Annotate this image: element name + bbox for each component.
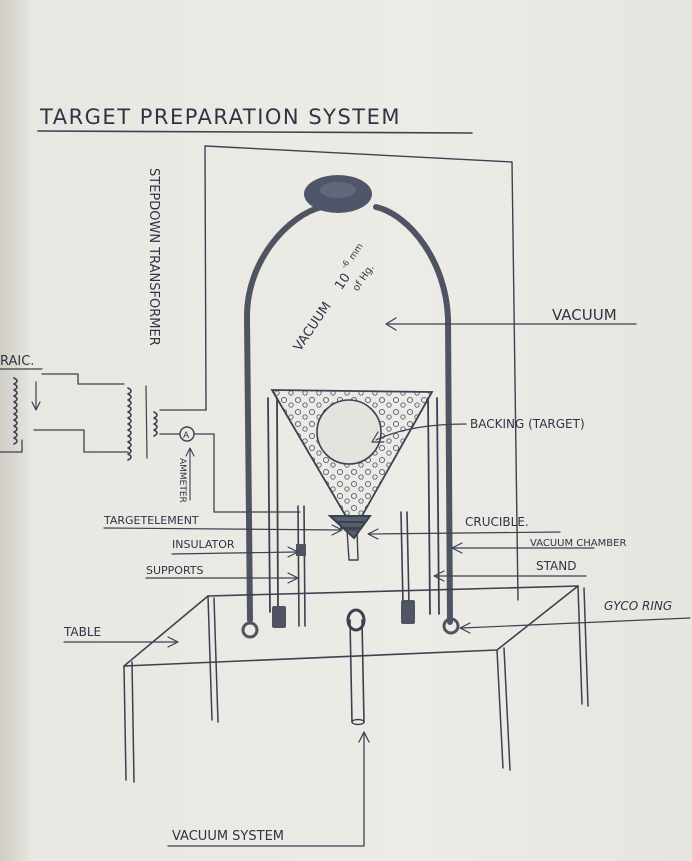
insulator-leader — [171, 551, 297, 555]
stand-label: STAND — [536, 559, 576, 573]
crucible-base — [346, 529, 359, 561]
target-element-arrowhead — [331, 524, 343, 536]
svg-text:of Hg.: of Hg. — [351, 263, 377, 294]
gyco-ring-arrowhead — [459, 622, 471, 634]
gyco-ring-leader — [461, 617, 691, 629]
backing-arrowhead — [371, 431, 385, 443]
vacuum-pipe-bottom — [351, 718, 365, 726]
transformer-coil-secondary — [153, 411, 158, 437]
crucible-arrowhead — [367, 528, 379, 540]
bell-jar — [243, 204, 453, 625]
ammeter-pointer-head — [185, 447, 195, 457]
vacuum-pipe-top — [346, 608, 366, 632]
gyco-ring-label: GYCO RING — [604, 599, 672, 613]
backing-leader — [375, 423, 467, 441]
stand-left-inner — [276, 397, 279, 613]
wire-ammeter-electrode — [193, 433, 301, 513]
backing-label: BACKING (TARGET) — [470, 417, 585, 431]
insulator-arrowhead — [287, 546, 299, 558]
support-rod-right-b — [406, 511, 410, 605]
transformer-core — [145, 385, 148, 459]
transformer-label: STEPDOWN TRANSFORMER — [146, 168, 161, 346]
svg-text:10: 10 — [332, 271, 354, 293]
vacuum-pressure-label: VACUUM 10 -6 mm of Hg. — [291, 242, 377, 354]
ammeter-label: AMMETER — [177, 458, 187, 503]
target-element-label: TARGETELEMENT — [103, 514, 199, 527]
svg-text:-6: -6 — [339, 259, 351, 271]
stand-right-inner — [436, 397, 440, 615]
page-binding-edge — [0, 0, 28, 861]
table-legs — [123, 585, 589, 783]
support-base-right — [401, 600, 415, 624]
vacuum-chamber-arrowhead — [451, 542, 463, 554]
vacuum-system-leader — [167, 733, 365, 847]
wire-variac-bottom — [33, 429, 129, 453]
gyco-ring-right — [442, 617, 460, 635]
ammeter-symbol: A — [183, 431, 190, 441]
target-element-leader — [103, 527, 341, 531]
insulator-label: INSULATOR — [172, 538, 235, 551]
table-label: TABLE — [63, 625, 101, 639]
bell-jar-knob-highlight — [320, 182, 356, 198]
svg-text:mm: mm — [348, 242, 366, 262]
crucible-label: CRUCIBLE. — [465, 515, 529, 529]
variac-coil — [13, 377, 18, 445]
insulator-block-left — [296, 544, 306, 556]
variac-label: RAIC. — [0, 354, 34, 369]
title-underline — [37, 130, 473, 134]
wire-variac-top — [41, 373, 125, 385]
vacuum-system-label: VACUUM SYSTEM — [172, 829, 284, 844]
svg-text:VACUUM: VACUUM — [291, 299, 335, 354]
vacuum-arrowhead — [385, 317, 397, 331]
ammeter — [179, 426, 195, 442]
stand-left-outer — [267, 397, 271, 613]
vacuum-pipe — [349, 619, 365, 723]
vacuum-label: VACUUM — [552, 306, 617, 324]
support-rod-right-a — [400, 511, 404, 605]
wire-variac-base — [0, 439, 23, 453]
crucible — [327, 515, 372, 540]
transformer-coil-primary — [127, 387, 132, 461]
gyco-ring-left — [241, 621, 259, 639]
diagram-title: TARGET PREPARATION SYSTEM — [39, 105, 401, 129]
outer-frame — [204, 145, 519, 601]
table-arrowhead — [167, 636, 179, 648]
target-backing-disc — [316, 399, 382, 465]
stand-arrowhead — [433, 570, 445, 582]
crucible-leader — [369, 531, 561, 535]
stand-right-outer — [427, 397, 431, 615]
vacuum-chamber-label: VACUUM CHAMBER — [530, 538, 626, 549]
support-rod-left-b — [303, 505, 306, 627]
support-rod-left-a — [297, 505, 300, 627]
support-base-left — [272, 606, 286, 628]
supports-arrowhead — [287, 572, 299, 584]
vacuum-system-arrowhead — [358, 731, 370, 743]
variac-arrowhead — [31, 401, 41, 411]
supports-label: SUPPORTS — [146, 564, 204, 577]
